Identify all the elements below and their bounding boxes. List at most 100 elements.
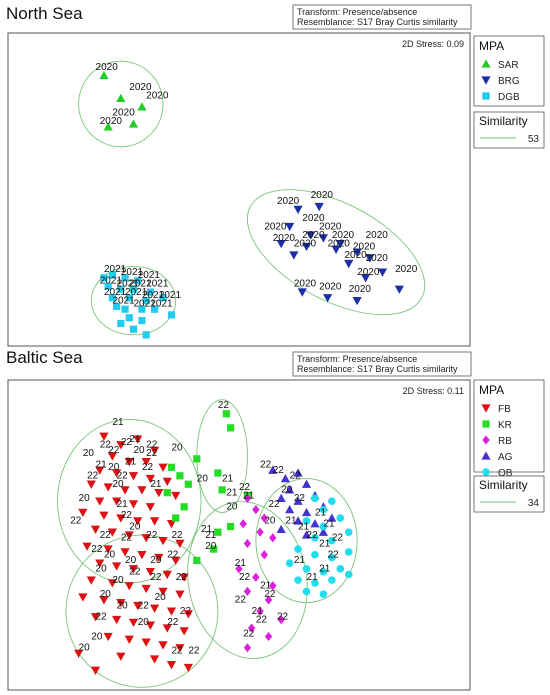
year-label: 22 [328,550,340,561]
year-label: 22 [218,400,230,411]
resemblance-text: Resemblance: S17 Bray Curtis similarity [297,17,458,27]
point-fb [154,489,164,498]
year-label: 21 [260,581,272,592]
year-label: 21 [294,555,306,566]
point-fb [158,463,168,472]
point-ob [319,522,328,531]
point-fb [95,497,105,506]
year-label: 2020 [395,264,418,275]
point-fb [90,613,101,622]
point-fb [120,486,130,495]
year-label: 22 [180,606,192,617]
point-brg [331,245,341,254]
point-ag [276,524,286,534]
year-label: 22 [146,448,158,459]
year-label: 2021 [138,270,161,281]
year-label: 2020 [273,233,296,244]
point-fb [86,576,96,585]
point-brg [344,259,354,269]
panel-baltic-sea: Transform: Presence/absenceResemblance: … [7,351,545,691]
year-label: 2020 [100,116,123,127]
similarity-title: Similarity [479,114,528,128]
point-fb [175,590,185,599]
point-sar [128,119,139,128]
year-label: 22 [91,544,103,555]
year-label: 22 [108,445,120,456]
year-label: 20 [91,631,103,642]
point-fb [103,483,113,492]
year-label: 20 [134,445,146,456]
year-label: 20 [138,617,150,628]
year-label: 20 [112,479,124,490]
point-ag [268,465,278,474]
point-fb [175,644,185,653]
year-label: 2020 [349,284,372,295]
point-brg [306,231,316,240]
legend-label-brg: BRG [498,76,520,87]
point-kr [226,522,235,531]
point-ob [319,505,328,514]
point-fb [171,556,181,565]
year-label: 2021 [104,287,127,298]
point-dgb [142,331,150,339]
point-kr [172,514,180,522]
year-label: 22 [171,530,183,541]
year-label: 20 [155,592,167,603]
year-label: 2021 [100,276,123,287]
point-ob [328,536,336,545]
point-ob [311,579,319,587]
year-label: 22 [100,530,112,541]
year-label: 20 [117,600,129,611]
plot-frame [7,32,471,347]
point-sar [99,70,109,80]
point-kr [193,455,201,463]
year-label: 21 [222,473,234,484]
point-dgb [117,319,125,328]
year-label: 21 [285,516,297,527]
year-label: 22 [239,572,251,583]
cluster-ellipse [90,265,177,336]
point-fb [116,652,126,661]
cluster-ellipse [196,399,248,513]
point-ob [328,553,336,562]
year-label: 2020 [319,221,342,232]
year-label: 21 [125,457,137,468]
point-brg [352,248,362,257]
year-label: 2021 [129,278,152,289]
legend-label-ag: AG [498,452,513,463]
point-fb [99,511,109,520]
point-kr [184,480,192,488]
point-dgb [138,305,146,313]
point-dgb [134,277,142,285]
point-fb [90,666,101,675]
point-ob [311,550,319,559]
point-fb [112,469,122,478]
point-fb [99,596,109,605]
year-label: 20 [112,575,124,586]
transform-text: Transform: Presence/absence [297,7,417,17]
point-fb [124,635,134,644]
point-kr [214,528,222,536]
point-rb [256,527,264,537]
year-label: 21 [307,572,319,583]
point-rb [269,533,277,543]
year-label: 2020 [319,281,342,292]
point-fb [133,517,143,526]
year-label: 2020 [277,196,300,207]
year-label: 22 [121,510,133,521]
legend-marker-brg [481,76,491,85]
point-dgb [113,302,121,310]
baltic-sea-title: Baltic Sea [6,348,83,367]
year-label: 21 [201,524,213,535]
year-label: 2020 [366,230,389,241]
point-brg [301,242,312,252]
year-label: 2021 [104,264,127,275]
year-label: 2020 [294,278,317,289]
point-dgb [108,271,116,279]
point-fb [166,607,177,616]
point-ob [302,565,311,573]
point-brg [335,239,345,249]
year-label: 22 [260,459,272,470]
point-fb [179,627,189,636]
year-label: 2021 [121,267,144,278]
